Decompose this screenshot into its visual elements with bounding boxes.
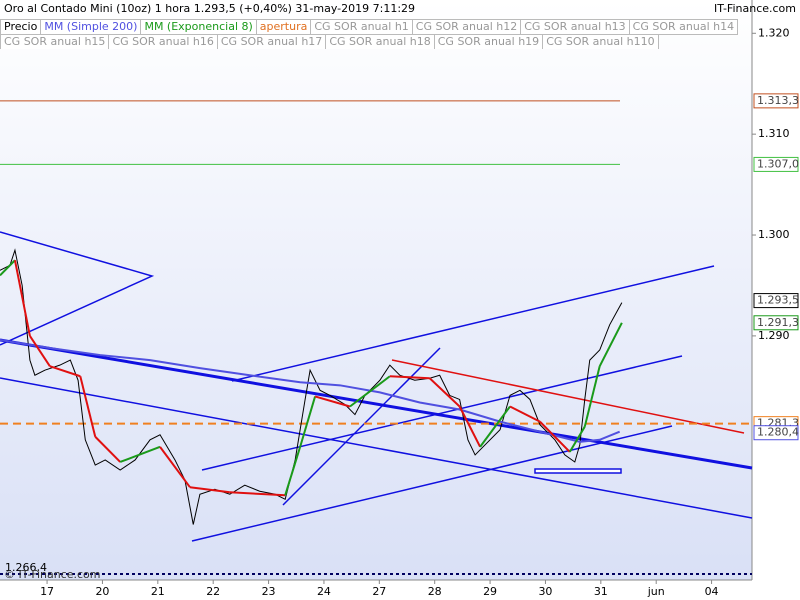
ema-segment [94, 436, 121, 463]
legend-item[interactable]: MM (Simple 200) [40, 19, 142, 35]
x-tick-label: 17 [40, 585, 54, 598]
level-label-box [753, 425, 799, 441]
trend-line [391, 359, 745, 434]
legend-item[interactable]: CG SOR anual h14 [628, 19, 739, 35]
legend-item[interactable]: CG SOR anual h1 [310, 19, 413, 35]
ema-segment [159, 446, 191, 488]
sma-line [0, 338, 621, 443]
x-tick-label: 21 [151, 585, 165, 598]
legend-item[interactable]: apertura [255, 19, 312, 35]
trend-line [282, 347, 441, 506]
x-tick-label: 04 [705, 585, 719, 598]
ema-segment [119, 445, 161, 463]
ema-segment [79, 376, 97, 438]
legend-item[interactable]: CG SOR anual h16 [108, 34, 218, 49]
x-tick-label: 23 [262, 585, 276, 598]
ema-segment [583, 365, 601, 427]
ema-segment [229, 491, 286, 497]
trend-line [0, 338, 753, 470]
legend-item[interactable]: CG SOR anual h15 [0, 34, 110, 49]
y-tick-label: 1.310 [758, 127, 790, 140]
legend-item[interactable]: CG SOR anual h13 [520, 19, 630, 35]
x-tick-label: 24 [317, 585, 331, 598]
ema-segment [509, 405, 541, 423]
x-tick-label: 20 [95, 585, 109, 598]
level-label: 1.266,4 [5, 561, 47, 574]
ema-segment [284, 446, 302, 496]
ema-segment [458, 406, 481, 448]
trend-line [231, 265, 715, 382]
source: IT-Finance.com [714, 2, 796, 15]
legend-item[interactable]: Precio [0, 19, 42, 35]
level-label-box [753, 93, 799, 109]
x-tick-label: 29 [483, 585, 497, 598]
level-label-box [753, 315, 799, 331]
x-tick-label: 22 [206, 585, 220, 598]
ema-segment [29, 335, 51, 367]
level-label: 1.291,3 [757, 316, 799, 329]
trend-box [534, 468, 622, 474]
trend-line [191, 425, 673, 542]
legend-item[interactable]: CG SOR anual h18 [325, 34, 435, 49]
x-tick-label: 27 [372, 585, 386, 598]
ema-segment [349, 375, 391, 408]
ema-segment [479, 405, 511, 448]
x-tick-label: 31 [594, 585, 608, 598]
legend: Precio MM (Simple 200) MM (Exponencial 8) a… [0, 19, 752, 49]
y-tick-label: 1.290 [758, 329, 790, 342]
level-label: 1.280,4 [757, 426, 799, 439]
ema-segment [299, 396, 317, 448]
ema-segment [429, 377, 461, 408]
ema-segment [49, 365, 81, 378]
ema-segment [568, 426, 586, 453]
ema-segment [598, 322, 623, 367]
y-tick-label: 1.320 [758, 26, 790, 39]
header: Oro al Contado Mini (10oz) 1 hora 1.293,… [0, 0, 800, 18]
legend-item[interactable]: MM (Exponencial 8) [140, 19, 257, 35]
trend-line [0, 231, 155, 346]
level-label: 1.313,3 [757, 94, 799, 107]
price-line [0, 248, 623, 525]
level-label: 1.307,0 [757, 157, 799, 170]
x-tick-label: jun [647, 585, 665, 598]
ema-segment [539, 420, 571, 453]
x-tick-label: 30 [538, 585, 552, 598]
ema-segment [389, 375, 430, 380]
trend-line [201, 355, 683, 471]
trend-line [0, 377, 753, 519]
level-label-box [753, 156, 799, 172]
level-label-box [753, 293, 799, 309]
legend-item[interactable]: CG SOR anual h110 [542, 34, 659, 49]
level-label: 1.293,5 [757, 294, 799, 307]
plot-background [0, 0, 752, 580]
legend-item[interactable]: CG SOR anual h17 [216, 34, 327, 49]
ema-segment [314, 395, 351, 408]
legend-item[interactable]: CG SOR anual h19 [433, 34, 544, 49]
instrument-info: Oro al Contado Mini (10oz) 1 hora 1.293,… [4, 2, 416, 15]
x-tick-label: 28 [428, 585, 442, 598]
watermark: © IT-Finance.com [4, 568, 101, 581]
trend-lines [0, 231, 753, 542]
ema-segment [13, 260, 31, 337]
y-tick-label: 1.300 [758, 228, 790, 241]
ema-segment [0, 259, 16, 277]
ema-segment [189, 486, 230, 494]
legend-item[interactable]: CG SOR anual h12 [411, 19, 522, 35]
ema-line [0, 259, 623, 497]
